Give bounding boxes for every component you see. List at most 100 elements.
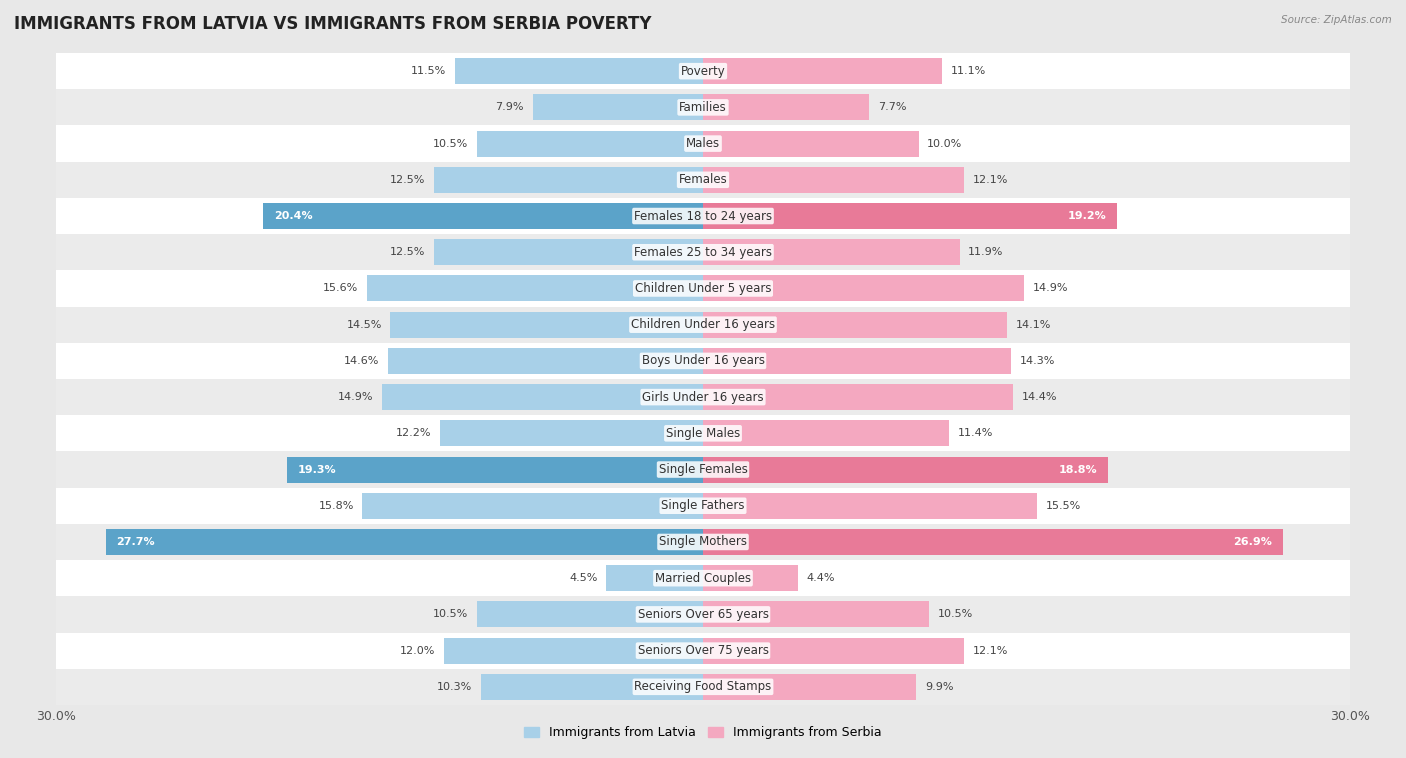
Bar: [444, 637, 703, 664]
Text: 7.7%: 7.7%: [877, 102, 905, 112]
Bar: [56, 379, 1350, 415]
Text: 12.1%: 12.1%: [973, 646, 1008, 656]
Bar: [477, 130, 703, 157]
Bar: [388, 348, 703, 374]
Text: 10.0%: 10.0%: [927, 139, 963, 149]
Bar: [703, 94, 869, 121]
Bar: [56, 632, 1350, 669]
Text: Females 25 to 34 years: Females 25 to 34 years: [634, 246, 772, 258]
Text: Single Males: Single Males: [666, 427, 740, 440]
Bar: [703, 348, 1011, 374]
Text: 26.9%: 26.9%: [1233, 537, 1272, 547]
Bar: [703, 565, 797, 591]
Bar: [56, 452, 1350, 487]
Bar: [433, 240, 703, 265]
Bar: [703, 167, 965, 193]
Bar: [56, 161, 1350, 198]
Bar: [606, 565, 703, 591]
Bar: [56, 89, 1350, 126]
Bar: [56, 415, 1350, 452]
Bar: [703, 493, 1038, 518]
Text: Families: Families: [679, 101, 727, 114]
Text: 4.5%: 4.5%: [569, 573, 598, 583]
Text: 19.2%: 19.2%: [1067, 211, 1107, 221]
Bar: [56, 234, 1350, 271]
Text: 18.8%: 18.8%: [1059, 465, 1098, 475]
Bar: [703, 384, 1014, 410]
Text: 14.6%: 14.6%: [344, 356, 380, 366]
Text: 14.4%: 14.4%: [1022, 392, 1057, 402]
Text: 10.5%: 10.5%: [433, 139, 468, 149]
Bar: [456, 58, 703, 84]
Text: 11.4%: 11.4%: [957, 428, 993, 438]
Text: 10.5%: 10.5%: [938, 609, 973, 619]
Text: 10.5%: 10.5%: [433, 609, 468, 619]
Bar: [533, 94, 703, 121]
Bar: [56, 53, 1350, 89]
Bar: [703, 58, 942, 84]
Bar: [440, 420, 703, 446]
Bar: [56, 306, 1350, 343]
Bar: [56, 126, 1350, 161]
Text: Children Under 16 years: Children Under 16 years: [631, 318, 775, 331]
Text: 15.6%: 15.6%: [323, 283, 359, 293]
Text: Single Mothers: Single Mothers: [659, 535, 747, 549]
Text: 14.9%: 14.9%: [337, 392, 373, 402]
Text: Poverty: Poverty: [681, 64, 725, 77]
Bar: [56, 669, 1350, 705]
Text: Married Couples: Married Couples: [655, 572, 751, 584]
Bar: [703, 637, 965, 664]
Text: 14.3%: 14.3%: [1019, 356, 1056, 366]
Text: 11.9%: 11.9%: [969, 247, 1004, 257]
Bar: [703, 674, 917, 700]
Bar: [703, 275, 1024, 302]
Legend: Immigrants from Latvia, Immigrants from Serbia: Immigrants from Latvia, Immigrants from …: [519, 722, 887, 744]
Text: Seniors Over 65 years: Seniors Over 65 years: [637, 608, 769, 621]
Text: Boys Under 16 years: Boys Under 16 years: [641, 355, 765, 368]
Bar: [287, 456, 703, 483]
Bar: [481, 674, 703, 700]
Text: Single Females: Single Females: [658, 463, 748, 476]
Bar: [363, 493, 703, 518]
Bar: [703, 529, 1282, 555]
Text: Children Under 5 years: Children Under 5 years: [634, 282, 772, 295]
Bar: [703, 312, 1007, 338]
Text: 19.3%: 19.3%: [298, 465, 336, 475]
Text: 27.7%: 27.7%: [117, 537, 155, 547]
Bar: [263, 203, 703, 229]
Text: Males: Males: [686, 137, 720, 150]
Text: 15.5%: 15.5%: [1046, 501, 1081, 511]
Text: 12.5%: 12.5%: [389, 247, 425, 257]
Text: 10.3%: 10.3%: [437, 682, 472, 692]
Text: 11.5%: 11.5%: [411, 66, 447, 76]
Text: Females: Females: [679, 174, 727, 186]
Text: 15.8%: 15.8%: [318, 501, 354, 511]
Text: 9.9%: 9.9%: [925, 682, 953, 692]
Bar: [703, 456, 1108, 483]
Bar: [56, 524, 1350, 560]
Bar: [56, 560, 1350, 597]
Bar: [703, 130, 918, 157]
Bar: [391, 312, 703, 338]
Text: Girls Under 16 years: Girls Under 16 years: [643, 390, 763, 403]
Text: Seniors Over 75 years: Seniors Over 75 years: [637, 644, 769, 657]
Text: IMMIGRANTS FROM LATVIA VS IMMIGRANTS FROM SERBIA POVERTY: IMMIGRANTS FROM LATVIA VS IMMIGRANTS FRO…: [14, 15, 651, 33]
Bar: [703, 240, 959, 265]
Text: 11.1%: 11.1%: [950, 66, 986, 76]
Text: 14.5%: 14.5%: [346, 320, 382, 330]
Bar: [56, 487, 1350, 524]
Bar: [703, 203, 1116, 229]
Text: Single Fathers: Single Fathers: [661, 500, 745, 512]
Bar: [105, 529, 703, 555]
Text: 12.5%: 12.5%: [389, 175, 425, 185]
Bar: [56, 271, 1350, 306]
Bar: [703, 601, 929, 628]
Bar: [703, 420, 949, 446]
Text: 12.2%: 12.2%: [396, 428, 432, 438]
Bar: [56, 597, 1350, 632]
Text: 4.4%: 4.4%: [807, 573, 835, 583]
Bar: [382, 384, 703, 410]
Text: 12.1%: 12.1%: [973, 175, 1008, 185]
Text: 14.9%: 14.9%: [1033, 283, 1069, 293]
Text: 12.0%: 12.0%: [401, 646, 436, 656]
